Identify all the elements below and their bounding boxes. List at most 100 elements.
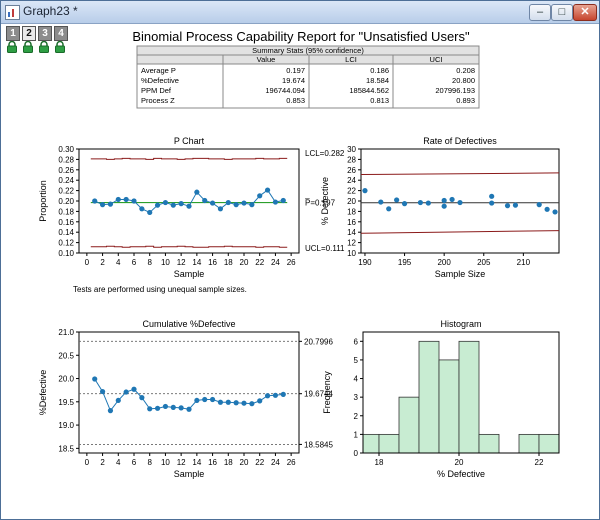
data-point: [123, 196, 129, 203]
x-tick-label: 195: [398, 258, 412, 267]
lock-icon[interactable]: [22, 41, 34, 53]
y-tick-label: 26: [347, 166, 356, 175]
lock-icon[interactable]: [6, 41, 18, 53]
title-bar[interactable]: Graph23 * – □ ✕: [1, 1, 599, 24]
y-tick-label: 0.10: [58, 249, 74, 258]
data-point: [154, 405, 161, 411]
data-point: [99, 202, 106, 208]
data-point: [386, 206, 392, 212]
histogram-bar: [438, 359, 460, 454]
table-header: LCI: [345, 55, 357, 64]
graph-page: Binomial Process Capability Report for "…: [38, 29, 560, 479]
y-tick-label: 18: [347, 207, 356, 216]
y-tick-label: 22: [347, 187, 356, 196]
lock-icon[interactable]: [38, 41, 50, 53]
limit-label: UCL=0.111: [305, 244, 345, 253]
y-tick-label: 1: [354, 430, 359, 439]
data-point: [512, 202, 519, 208]
unequal-sample-note: Tests are performed using unequal sample…: [73, 285, 247, 294]
chart-title: Cumulative %Defective: [142, 319, 235, 329]
plot-frame: [78, 331, 300, 454]
y-tick-label: 19.0: [58, 421, 74, 430]
data-point: [233, 202, 239, 208]
x-tick-label: 6: [132, 458, 137, 467]
table-cell: 0.186: [370, 66, 389, 75]
x-tick-label: 200: [437, 258, 451, 267]
y-tick-label: 20.0: [58, 375, 74, 384]
data-point: [147, 209, 153, 216]
maximize-button[interactable]: □: [551, 4, 573, 21]
y-tick-label: 6: [354, 337, 359, 346]
data-point: [241, 200, 247, 206]
y-tick-label: 3: [354, 393, 359, 402]
data-point: [378, 199, 384, 205]
data-point: [99, 388, 106, 395]
y-tick-label: 14: [347, 228, 356, 237]
layer-tab-2[interactable]: 2: [22, 26, 36, 41]
data-point: [249, 202, 255, 208]
report-title: Binomial Process Capability Report for "…: [132, 29, 470, 44]
table-cell: 207996.193: [435, 86, 475, 95]
x-tick-label: 0: [85, 258, 90, 267]
histogram-bar: [418, 340, 440, 454]
data-point: [202, 197, 208, 204]
data-point: [504, 203, 511, 209]
data-point: [241, 400, 247, 406]
x-axis-label: % Defective: [437, 469, 485, 479]
y-tick-label: 28: [347, 155, 356, 164]
y-tick-label: 18.5: [58, 444, 74, 453]
y-tick-label: 0.18: [58, 207, 74, 216]
table-header: UCI: [430, 55, 443, 64]
y-tick-label: 21.0: [58, 328, 74, 337]
data-point: [257, 398, 263, 404]
x-tick-label: 20: [455, 458, 464, 467]
data-point: [362, 188, 368, 194]
x-axis-label: Sample: [174, 469, 205, 479]
data-point: [489, 193, 495, 199]
y-tick-label: 19.5: [58, 398, 74, 407]
data-point: [264, 393, 271, 399]
x-tick-label: 210: [517, 258, 531, 267]
y-tick-label: 0.30: [58, 145, 74, 154]
histogram-bar: [378, 433, 400, 454]
histogram-bar: [478, 433, 500, 454]
x-tick-label: 24: [271, 458, 280, 467]
data-point: [115, 397, 121, 404]
layer-tab-4[interactable]: 4: [54, 26, 68, 41]
reference-label: 20.7996: [304, 337, 333, 346]
x-tick-label: 6: [132, 258, 137, 267]
data-point: [131, 386, 137, 392]
x-tick-label: 20: [240, 258, 249, 267]
data-point: [441, 197, 447, 204]
close-button[interactable]: ✕: [573, 4, 597, 21]
table-cell: Average P: [141, 66, 176, 75]
histogram-bar: [398, 396, 420, 454]
graph-window-icon: [5, 5, 20, 20]
table-cell: 196744.094: [265, 86, 305, 95]
chart-title: Histogram: [440, 319, 481, 329]
y-tick-label: 0.26: [58, 166, 74, 175]
minimize-button[interactable]: –: [529, 4, 551, 21]
data-point: [280, 197, 286, 204]
x-tick-label: 24: [271, 258, 280, 267]
y-tick-label: 2: [354, 412, 359, 421]
lock-icon[interactable]: [54, 41, 66, 53]
layer-tab-1[interactable]: 1: [6, 26, 20, 41]
data-point: [107, 408, 114, 414]
x-tick-label: 2: [100, 458, 105, 467]
x-tick-label: 12: [177, 258, 186, 267]
data-point: [552, 209, 558, 215]
plot-frame: [362, 331, 560, 454]
table-cell: 0.813: [370, 96, 389, 105]
layer-tab-3[interactable]: 3: [38, 26, 52, 41]
data-point: [170, 202, 176, 208]
x-tick-label: 190: [358, 258, 372, 267]
histogram-bar: [518, 433, 540, 454]
x-tick-label: 22: [535, 458, 544, 467]
x-tick-label: 16: [208, 458, 217, 467]
data-point: [225, 399, 231, 405]
y-axis-label: Frequency: [322, 371, 332, 414]
y-tick-label: 0.28: [58, 155, 74, 164]
